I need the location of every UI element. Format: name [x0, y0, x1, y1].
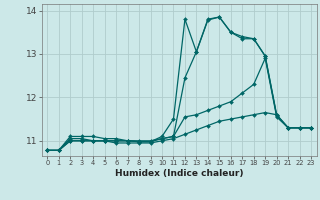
X-axis label: Humidex (Indice chaleur): Humidex (Indice chaleur): [115, 169, 244, 178]
